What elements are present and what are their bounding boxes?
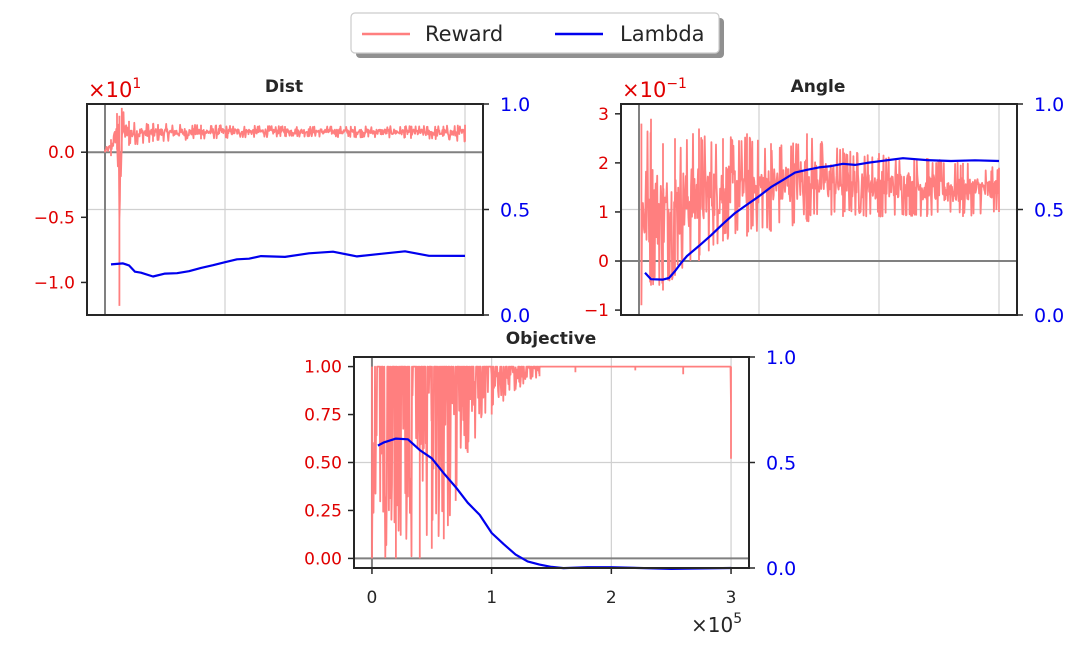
angle-right-tick-label-0: 0.0 [1034, 305, 1064, 327]
angle-left-tick-label-3: 0 [598, 252, 609, 272]
dist-left-tick-label-1: −0.5 [34, 208, 75, 228]
angle-left-multiplier-exp: −1 [666, 76, 687, 92]
objective-x-multiplier-base: ×10 [691, 613, 733, 637]
angle-left-tick-label-4: −1 [584, 301, 609, 321]
dist-left-multiplier-base: ×10 [88, 78, 132, 102]
objective-x-tick-label-2: 2 [606, 588, 617, 608]
angle-lambda-series [644, 157, 1000, 281]
objective-lambda-series [377, 437, 732, 570]
objective-panel: Objective ×105 1.000.750.500.250.001.00.… [304, 329, 796, 637]
dist-panel: Dist ×101 0.0 −0.5 −1.0 0.0 0.5 1.0 [34, 76, 531, 327]
angle-left-multiplier-base: ×10 [622, 78, 666, 102]
legend: Reward Lambda [350, 12, 724, 58]
objective-left-tick-label-4: 0.00 [304, 549, 342, 569]
dist-title: Dist [265, 77, 303, 97]
objective-left-tick-label-2: 0.50 [304, 454, 342, 474]
objective-x-tick-label-0: 0 [367, 588, 378, 608]
legend-frame [350, 12, 720, 54]
objective-reward-series [371, 365, 732, 559]
objective-right-tick-label-1: 0.5 [766, 453, 796, 475]
dist-reward-series [104, 107, 466, 306]
objective-left-tick-label-1: 0.75 [304, 406, 342, 426]
objective-x-multiplier-exp: 5 [733, 611, 742, 627]
dist-left-multiplier-exp: 1 [132, 76, 141, 92]
objective-x-tick-label-1: 1 [486, 588, 497, 608]
angle-right-tick-label-2: 1.0 [1034, 94, 1064, 116]
dist-left-tick-label-2: −1.0 [34, 273, 75, 293]
objective-x-multiplier: ×105 [691, 611, 742, 637]
objective-right-tick-label-2: 0.0 [766, 558, 796, 580]
angle-reward-series [640, 118, 1000, 306]
objective-title: Objective [506, 329, 597, 349]
angle-left-tick-label-2: 1 [598, 203, 609, 223]
objective-x-tick-label-3: 3 [726, 588, 737, 608]
dist-left-tick-label-0: 0.0 [48, 143, 75, 163]
angle-left-tick-label-1: 2 [598, 154, 609, 174]
angle-left-multiplier: ×10−1 [622, 76, 687, 102]
angle-title: Angle [791, 77, 846, 97]
legend-lambda-label: Lambda [620, 22, 705, 46]
angle-right-tick-label-1: 0.5 [1034, 200, 1064, 222]
dist-right-tick-label-0: 0.0 [500, 305, 530, 327]
dist-right-tick-label-2: 1.0 [500, 94, 530, 116]
dist-right-tick-label-1: 0.5 [500, 200, 530, 222]
dist-lambda-series [110, 250, 466, 278]
dist-left-multiplier: ×101 [88, 76, 141, 102]
angle-left-tick-label-0: 3 [598, 105, 609, 125]
objective-left-tick-label-0: 1.00 [304, 358, 342, 378]
objective-right-tick-label-0: 1.0 [766, 347, 796, 369]
legend-reward-label: Reward [425, 22, 503, 46]
objective-left-tick-label-3: 0.25 [304, 501, 342, 521]
